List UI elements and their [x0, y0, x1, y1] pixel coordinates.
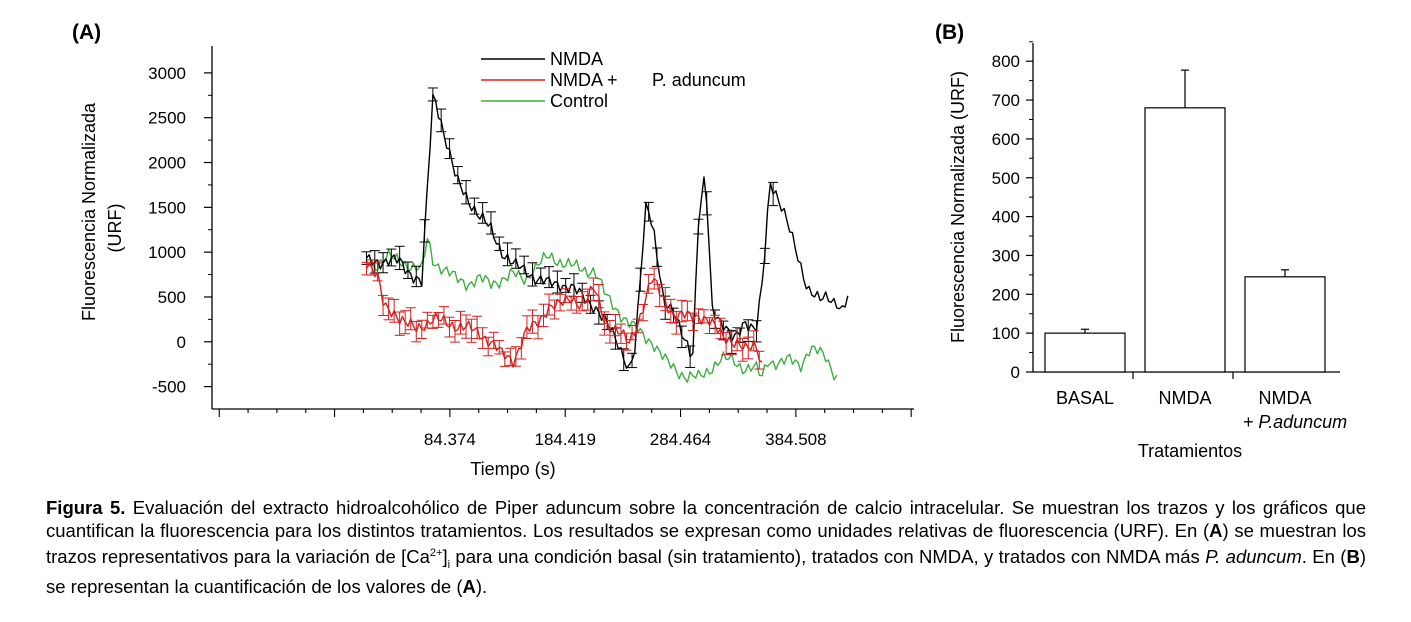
bar-nmda: [1144, 107, 1226, 373]
category-label: NMDA: [1159, 388, 1212, 408]
caption-subscript: i: [447, 558, 451, 571]
y-tick-label: 3000: [148, 64, 186, 83]
x-axis-label: Tratamientos: [1138, 441, 1242, 461]
category-label: + P.aduncum: [1243, 412, 1347, 432]
bar-nmda-p-aduncum: [1244, 276, 1326, 373]
caption-bold-b: B: [1346, 546, 1360, 568]
y-tick-label: 500: [992, 169, 1020, 188]
y-tick-label: 600: [992, 130, 1020, 149]
legend-label: Control: [550, 91, 608, 111]
y-axis-label: Fluorescencia Normalizada (URF): [948, 71, 968, 343]
caption-text-5: . En (: [1301, 546, 1347, 568]
caption-text-7: ).: [475, 576, 488, 598]
y-tick-label: 0: [1011, 363, 1020, 382]
y-tick-label: 200: [992, 285, 1020, 304]
y-tick-label: 1000: [148, 243, 186, 262]
y-tick-label: -500: [152, 378, 186, 397]
y-tick-label: 500: [158, 288, 186, 307]
category-label: BASAL: [1056, 388, 1114, 408]
caption-italic-species: P. aduncum: [1205, 546, 1302, 568]
caption-text-1: Evaluación del extracto hidroalcohólico …: [46, 497, 1366, 541]
caption-text-2: ) se muestran los trazos representativos…: [46, 519, 1366, 568]
y-tick-label: 700: [992, 91, 1020, 110]
x-tick-label: 284.464: [650, 430, 711, 449]
caption-bold-a2: A: [462, 576, 476, 598]
legend-label: NMDA: [550, 49, 603, 69]
figure-caption: Figura 5. Evaluación del extracto hidroa…: [46, 497, 1366, 599]
y-tick-label: 400: [992, 208, 1020, 227]
series-line: [365, 237, 838, 383]
x-tick-label: 84.374: [424, 430, 476, 449]
y-tick-label: 100: [992, 324, 1020, 343]
category-label: NMDA: [1259, 388, 1312, 408]
caption-text-6: ) se representan la cuantificación de lo…: [46, 546, 1366, 598]
panel-b-label: (B): [935, 21, 964, 44]
y-tick-label: 800: [992, 52, 1020, 71]
bar-basal: [1044, 332, 1126, 373]
series-control: [365, 237, 838, 383]
series-nmda-p-aduncum: [361, 259, 765, 370]
y-axis-label-line1: Fluorescencia Normalizada: [79, 102, 99, 321]
x-tick-label: 384.508: [765, 430, 826, 449]
caption-figure-label: Figura 5.: [46, 497, 126, 518]
caption-text-4: para una condición basal (sin tratamient…: [450, 546, 1206, 568]
y-axis-label-line2: (URF): [105, 204, 125, 253]
y-tick-label: 1500: [148, 198, 186, 217]
legend-label-extra: P. aduncum: [652, 70, 746, 90]
legend-label: NMDA +: [550, 70, 618, 90]
y-tick-label: 300: [992, 246, 1020, 265]
x-axis-label: Tiempo (s): [470, 459, 555, 479]
panel-a-label: (A): [72, 21, 101, 44]
caption-text-3: ]: [442, 546, 448, 568]
y-tick-label: 2500: [148, 109, 186, 128]
y-tick-label: 0: [177, 333, 186, 352]
caption-bold-a: A: [1209, 519, 1223, 541]
y-tick-label: 2000: [148, 154, 186, 173]
caption-superscript: 2+: [429, 547, 443, 559]
x-tick-label: 184.419: [534, 430, 595, 449]
